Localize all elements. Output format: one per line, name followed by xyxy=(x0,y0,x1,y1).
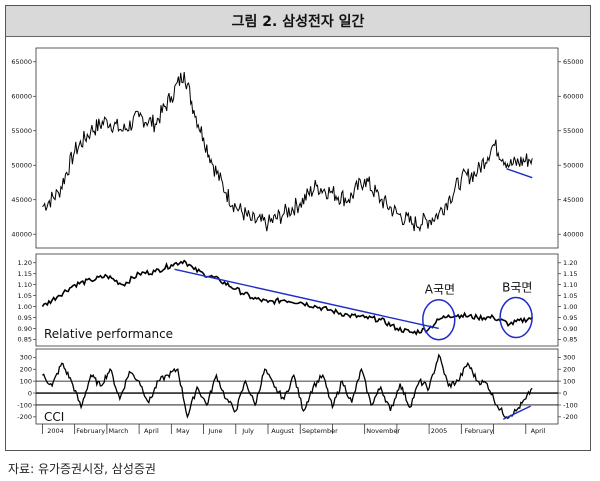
ytick-label-left: 0.90 xyxy=(18,325,32,333)
ytick-label-right: 300 xyxy=(563,354,575,362)
month-label: February xyxy=(465,427,494,435)
ytick-label-right: 0.95 xyxy=(563,314,577,322)
relative-trendline xyxy=(174,268,439,330)
month-label: April xyxy=(144,427,159,435)
ytick-label-left: 1.15 xyxy=(18,270,32,278)
ytick-label-left: 1.10 xyxy=(18,281,32,289)
ytick-label-right: 1.20 xyxy=(563,259,577,267)
chart-title-bar: 그림 2. 삼성전자 일간 xyxy=(6,6,590,37)
ytick-label-right: 60000 xyxy=(563,93,584,101)
ytick-label-right: 200 xyxy=(563,366,575,374)
month-label: May xyxy=(176,427,190,435)
phase-label-1: B국면 xyxy=(502,281,532,295)
chart-title: 그림 2. 삼성전자 일간 xyxy=(231,14,365,30)
ytick-label-left: -100 xyxy=(17,401,32,409)
month-label: June xyxy=(207,427,222,435)
ytick-label-left: 45000 xyxy=(11,196,32,204)
ytick-label-left: -200 xyxy=(17,413,32,421)
chart-frame: 그림 2. 삼성전자 일간 40000 40000 45000 45000 50000 5… xyxy=(5,5,591,451)
price-series-line xyxy=(42,72,533,233)
stock-chart: 40000 40000 45000 45000 50000 50000 55000 55000… xyxy=(11,47,584,435)
ytick-label-right: 1.05 xyxy=(563,292,577,300)
ytick-label-left: 200 xyxy=(20,366,32,374)
month-label: November xyxy=(366,427,400,435)
ytick-label-right: 65000 xyxy=(563,58,584,66)
ytick-label-left: 50000 xyxy=(11,162,32,170)
month-label: 2005 xyxy=(431,427,448,435)
cci-series-line xyxy=(42,353,533,420)
relative-series-label: Relative performance xyxy=(44,327,173,341)
panel-frame-price xyxy=(35,47,559,249)
ytick-label-left: 0 xyxy=(28,389,32,397)
phase-label-0: A국면 xyxy=(425,283,455,297)
month-label: April xyxy=(531,427,546,435)
phase-circle-1 xyxy=(499,296,533,339)
ytick-label-left: 300 xyxy=(20,354,32,362)
ytick-label-right: 0.90 xyxy=(563,325,577,333)
panel-frame-cci xyxy=(35,348,559,425)
month-label: February xyxy=(76,427,105,435)
ytick-label-left: 0.95 xyxy=(18,314,32,322)
ytick-label-left: 100 xyxy=(20,377,32,385)
source-note: 자료: 유가증권시장, 삼성증권 xyxy=(8,462,156,476)
month-label: 2004 xyxy=(47,427,64,435)
ytick-label-left: 40000 xyxy=(11,231,32,239)
ytick-label-right: 0 xyxy=(563,389,567,397)
ytick-label-right: -200 xyxy=(563,413,578,421)
month-label: September xyxy=(302,427,338,435)
ytick-label-left: 0.85 xyxy=(18,336,32,344)
panel-frame-relative xyxy=(35,253,559,347)
ytick-label-left: 55000 xyxy=(11,127,32,135)
ytick-label-right: -100 xyxy=(563,401,578,409)
ytick-label-right: 40000 xyxy=(563,231,584,239)
ytick-label-left: 1.00 xyxy=(18,303,32,311)
ytick-label-left: 65000 xyxy=(11,58,32,66)
ytick-label-left: 1.20 xyxy=(18,259,32,267)
ytick-label-right: 45000 xyxy=(563,196,584,204)
ytick-label-right: 1.15 xyxy=(563,270,577,278)
ytick-label-right: 1.10 xyxy=(563,281,577,289)
month-label: March xyxy=(109,427,129,435)
cci-trendline xyxy=(502,405,531,420)
ytick-label-left: 1.05 xyxy=(18,292,32,300)
price-trendline xyxy=(506,168,533,179)
ytick-label-left: 60000 xyxy=(11,93,32,101)
ytick-label-right: 50000 xyxy=(563,162,584,170)
month-label: July xyxy=(241,427,254,435)
month-label: August xyxy=(271,427,294,435)
ytick-label-right: 1.00 xyxy=(563,303,577,311)
ytick-label-right: 100 xyxy=(563,377,575,385)
ytick-label-right: 0.85 xyxy=(563,336,577,344)
cci-series-label: CCI xyxy=(44,410,64,424)
relative-series-line xyxy=(41,259,533,336)
phase-circle-0 xyxy=(422,298,456,341)
ytick-label-right: 55000 xyxy=(563,127,584,135)
